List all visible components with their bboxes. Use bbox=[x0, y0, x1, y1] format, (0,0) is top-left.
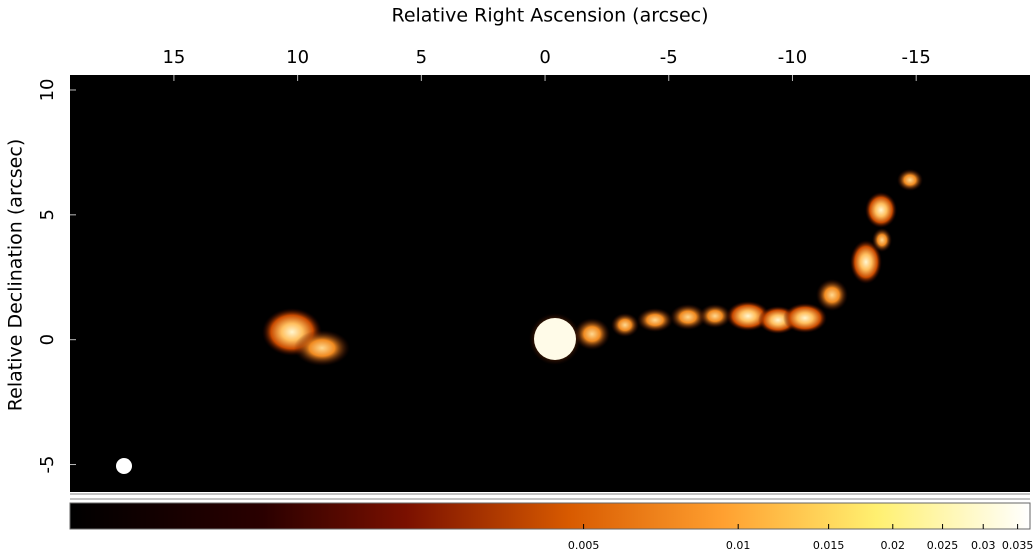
x-tick-label: 0 bbox=[539, 47, 550, 68]
colorbar-tick-label: 0.015 bbox=[813, 539, 845, 552]
y-tick-label: 5 bbox=[37, 209, 58, 220]
beam bbox=[116, 458, 132, 474]
y-tick-label: -5 bbox=[37, 456, 58, 474]
x-tick-label: -15 bbox=[901, 47, 930, 68]
x-tick-label: 10 bbox=[286, 47, 309, 68]
colorbar-tick-label: 0.005 bbox=[568, 539, 600, 552]
colorbar bbox=[69, 502, 1031, 530]
y-tick-label: 10 bbox=[37, 79, 58, 102]
y-tick-label: 0 bbox=[37, 334, 58, 345]
colorbar-tick-label: 0.025 bbox=[927, 539, 959, 552]
colorbar-tick-label: 0.01 bbox=[726, 539, 751, 552]
image-area bbox=[70, 75, 1030, 492]
x-tick-label: 5 bbox=[416, 47, 427, 68]
colorbar-tick-label: 0.03 bbox=[971, 539, 996, 552]
colorbar-tick-label: 0.035 bbox=[1002, 539, 1034, 552]
emission bbox=[116, 169, 923, 474]
colorbar-tick-label: 0.02 bbox=[881, 539, 906, 552]
x-tick-label: -5 bbox=[660, 47, 678, 68]
x-tick-label: 15 bbox=[162, 47, 185, 68]
y-axis-label: Relative Declination (arcsec) bbox=[5, 139, 27, 411]
x-tick-label: -10 bbox=[778, 47, 807, 68]
x-axis-label: Relative Right Ascension (arcsec) bbox=[391, 5, 708, 27]
